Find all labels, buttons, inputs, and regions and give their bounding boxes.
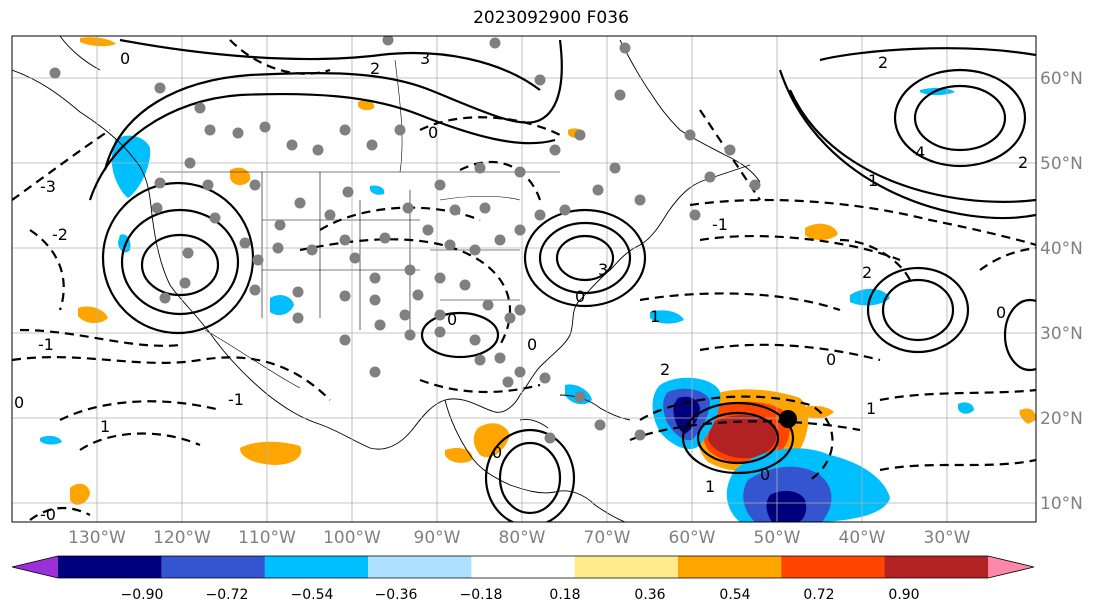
colorbar-segment bbox=[161, 556, 266, 578]
colorbar: −0.90 −0.72 −0.54 −0.36 −0.18 0.18 0.36 … bbox=[11, 555, 1035, 603]
lat-tick-label: 10°N bbox=[1040, 494, 1083, 514]
lon-tick-label: 120°W bbox=[153, 528, 211, 548]
contour-label: 0 bbox=[428, 123, 438, 142]
colorbar-segment bbox=[368, 556, 472, 578]
contour-label: 0 bbox=[492, 443, 502, 462]
contour-label: 4 bbox=[915, 143, 925, 162]
contour-label: 2 bbox=[370, 59, 380, 78]
negative-contours bbox=[12, 39, 1036, 521]
contour-label: 1 bbox=[100, 417, 110, 436]
colorbar-segment bbox=[264, 556, 369, 578]
colorbar-tick-label: −0.90 bbox=[121, 587, 164, 603]
lat-tick-label: 30°N bbox=[1040, 324, 1083, 344]
contour-label: 3 bbox=[598, 260, 608, 279]
colorbar-labels: −0.90 −0.72 −0.54 −0.36 −0.18 0.18 0.36 … bbox=[121, 587, 920, 603]
colorbar-tick-label: −0.54 bbox=[291, 587, 334, 603]
lon-tick-label: 40°W bbox=[839, 528, 886, 548]
lat-tick-label: 40°N bbox=[1040, 239, 1083, 259]
contour-label: 1 bbox=[866, 399, 876, 418]
lon-tick-label: 30°W bbox=[924, 528, 971, 548]
contour-label: 0 bbox=[760, 465, 770, 484]
contour-label: 0 bbox=[447, 310, 457, 329]
warm-anomaly-core bbox=[708, 415, 778, 459]
colorbar-tick-label: 0.90 bbox=[888, 587, 919, 603]
colorbar-tick-label: 0.54 bbox=[719, 587, 750, 603]
colorbar-tick-label: −0.72 bbox=[206, 587, 249, 603]
contour-label: 0 bbox=[996, 303, 1006, 322]
contour-label: -3 bbox=[40, 177, 56, 196]
contour-label: 2 bbox=[862, 263, 872, 282]
storm-position-marker bbox=[779, 410, 797, 428]
contour-label: 2 bbox=[878, 53, 888, 72]
map-title: 2023092900 F036 bbox=[473, 8, 629, 28]
lon-tick-label: 60°W bbox=[669, 528, 716, 548]
colorbar-extend-min bbox=[12, 556, 58, 578]
contour-label: -1 bbox=[712, 215, 728, 234]
lon-tick-label: 80°W bbox=[499, 528, 546, 548]
shaded-anomalies bbox=[40, 37, 1036, 522]
contour-label: 1 bbox=[705, 477, 715, 496]
contour-label: 0 bbox=[826, 350, 836, 369]
contour-label: -0 bbox=[40, 505, 56, 524]
contour-label: 1 bbox=[650, 307, 660, 326]
map-frame bbox=[11, 35, 1037, 523]
colorbar-segment bbox=[574, 556, 679, 578]
colorbar-segment bbox=[471, 556, 576, 578]
contour-label: 2 bbox=[1018, 153, 1028, 172]
lon-tick-label: 100°W bbox=[323, 528, 381, 548]
contour-label: 0 bbox=[527, 335, 537, 354]
colorbar-segment bbox=[884, 556, 989, 578]
colorbar-tick-label: 0.72 bbox=[803, 587, 834, 603]
lat-tick-label: 60°N bbox=[1040, 69, 1083, 89]
contour-label: 0 bbox=[575, 287, 585, 306]
latitude-labels: 60°N 50°N 40°N 30°N 20°N 10°N bbox=[1040, 69, 1083, 514]
colorbar-extend-max bbox=[988, 556, 1034, 578]
colorbar-tick-label: 0.36 bbox=[634, 587, 665, 603]
lon-tick-label: 50°W bbox=[754, 528, 801, 548]
colorbar-tick-label: 0.18 bbox=[549, 587, 580, 603]
station-dots bbox=[49, 36, 761, 444]
positive-contours bbox=[88, 38, 1036, 522]
cold-anomaly-south-core bbox=[766, 490, 807, 522]
contour-label: -1 bbox=[38, 335, 54, 354]
colorbar-tick-label: −0.18 bbox=[460, 587, 503, 603]
contour-label: -1 bbox=[228, 390, 244, 409]
contour-label: 0 bbox=[120, 49, 130, 68]
longitude-labels: 130°W 120°W 110°W 100°W 90°W 80°W 70°W 6… bbox=[68, 528, 971, 548]
colorbar-tick-label: −0.36 bbox=[375, 587, 418, 603]
contour-label: 3 bbox=[420, 49, 430, 68]
lat-tick-label: 50°N bbox=[1040, 154, 1083, 174]
colorbar-outline bbox=[11, 555, 1035, 579]
lat-tick-label: 20°N bbox=[1040, 409, 1083, 429]
lon-tick-label: 110°W bbox=[238, 528, 296, 548]
lon-tick-label: 70°W bbox=[584, 528, 631, 548]
contour-labels: -3 -2 -1 0 0 2 3 0 3 0 -1 4 1 2 2 0 1 2 … bbox=[14, 49, 1028, 524]
colorbar-segment bbox=[781, 556, 886, 578]
contour-label: 0 bbox=[14, 393, 24, 412]
lon-tick-label: 90°W bbox=[414, 528, 461, 548]
lon-tick-label: 130°W bbox=[68, 528, 126, 548]
contour-label: 2 bbox=[660, 360, 670, 379]
contour-label: -2 bbox=[52, 225, 68, 244]
map-background bbox=[12, 36, 1036, 522]
colorbar-segments bbox=[11, 555, 1035, 579]
colorbar-segment bbox=[58, 556, 162, 578]
colorbar-segment bbox=[678, 556, 782, 578]
contour-label: 1 bbox=[868, 171, 878, 190]
